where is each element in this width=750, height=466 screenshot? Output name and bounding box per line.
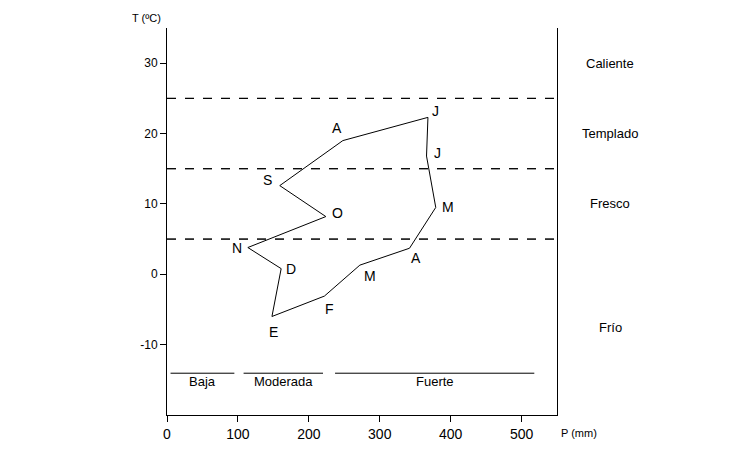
svg-text:M: M <box>442 199 454 215</box>
svg-text:M: M <box>364 268 376 284</box>
svg-text:A: A <box>411 250 421 266</box>
svg-text:100: 100 <box>226 426 250 442</box>
svg-text:A: A <box>332 120 342 136</box>
svg-text:30: 30 <box>144 56 158 70</box>
svg-text:400: 400 <box>439 426 463 442</box>
svg-text:O: O <box>332 205 343 221</box>
svg-text:E: E <box>269 324 278 340</box>
svg-text:D: D <box>286 261 296 277</box>
svg-text:20: 20 <box>144 127 158 141</box>
svg-text:Frío: Frío <box>599 320 622 335</box>
svg-text:10: 10 <box>144 197 158 211</box>
svg-text:300: 300 <box>368 426 392 442</box>
svg-text:T (ºC): T (ºC) <box>132 12 161 24</box>
svg-text:F: F <box>325 301 334 317</box>
svg-text:Fresco: Fresco <box>590 196 630 211</box>
svg-text:0: 0 <box>163 426 171 442</box>
svg-text:J: J <box>432 103 439 119</box>
svg-text:Baja: Baja <box>189 374 216 389</box>
svg-text:N: N <box>232 240 242 256</box>
svg-text:-10: -10 <box>140 338 158 352</box>
svg-text:Templado: Templado <box>582 126 638 141</box>
svg-text:0: 0 <box>151 267 158 281</box>
svg-text:Caliente: Caliente <box>586 56 634 71</box>
svg-text:Fuerte: Fuerte <box>416 374 454 389</box>
svg-text:P (mm): P (mm) <box>561 427 597 439</box>
svg-text:J: J <box>434 145 441 161</box>
svg-text:200: 200 <box>297 426 321 442</box>
svg-text:S: S <box>263 172 272 188</box>
svg-text:500: 500 <box>510 426 534 442</box>
svg-text:Moderada: Moderada <box>254 374 313 389</box>
